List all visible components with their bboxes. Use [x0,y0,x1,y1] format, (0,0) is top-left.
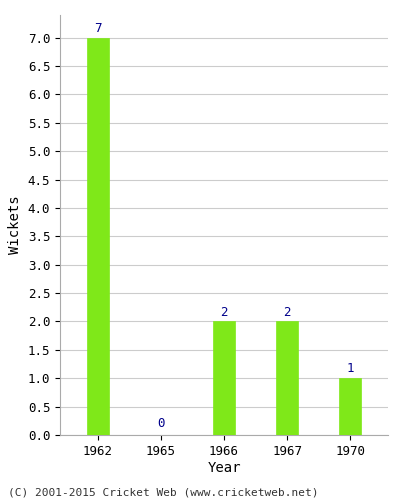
Text: 0: 0 [157,418,165,430]
X-axis label: Year: Year [207,460,241,474]
Bar [276,322,298,435]
Bar [87,38,109,435]
Text: 1: 1 [346,362,354,376]
Y-axis label: Wickets: Wickets [8,196,22,254]
Bar [339,378,361,435]
Bar [213,322,235,435]
Text: 2: 2 [220,306,228,318]
Text: 7: 7 [94,22,102,35]
Text: (C) 2001-2015 Cricket Web (www.cricketweb.net): (C) 2001-2015 Cricket Web (www.cricketwe… [8,488,318,498]
Text: 2: 2 [283,306,291,318]
